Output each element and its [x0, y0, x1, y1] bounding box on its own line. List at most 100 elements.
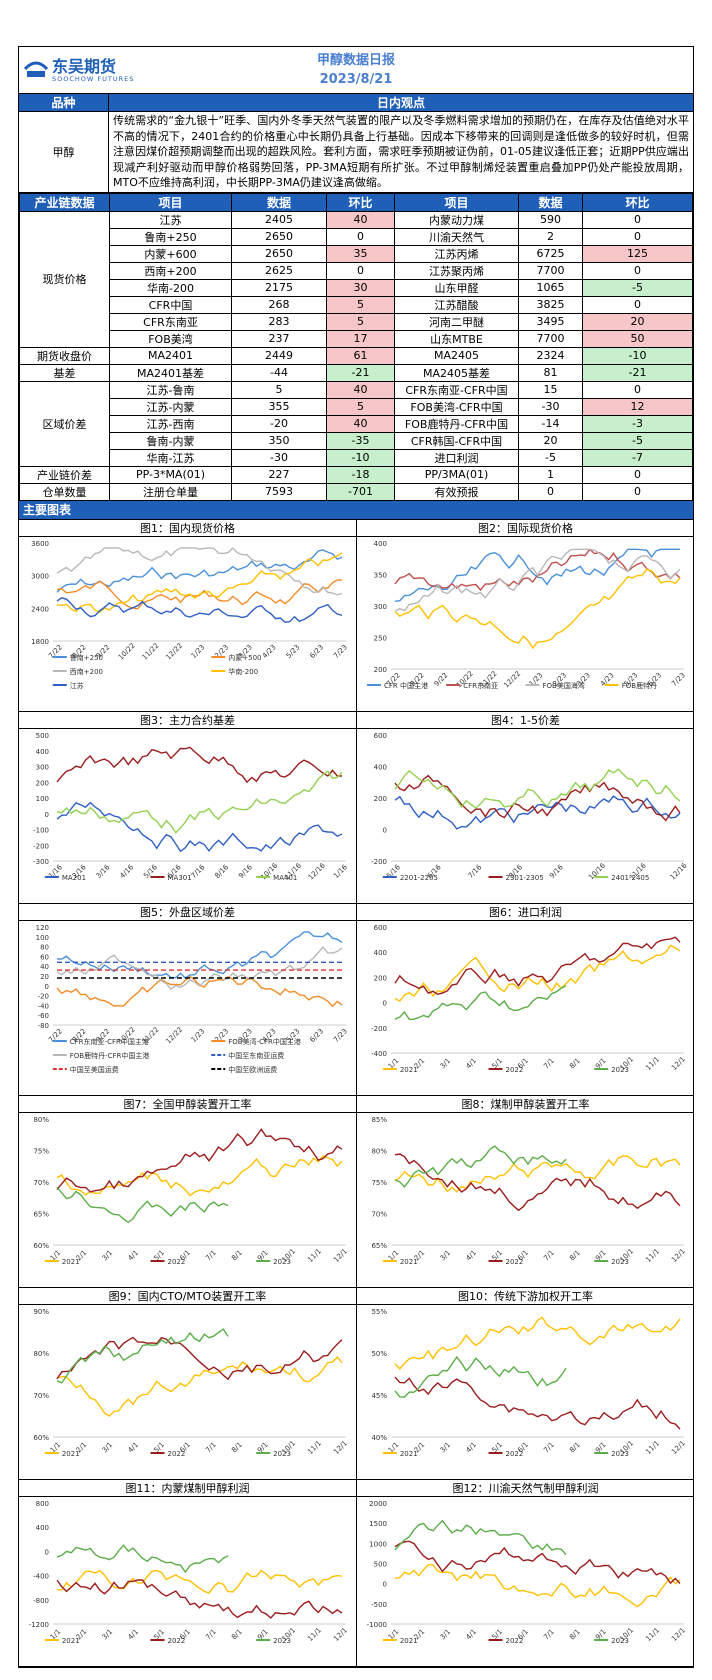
series-line	[56, 975, 343, 1007]
y-tick-label: 65%	[33, 1210, 49, 1218]
y-tick-label: 75%	[371, 1179, 387, 1187]
chart-plot: 90%80%70%60%1/1 2/1 3/1 4/1 5/1 6/1 7/1 8/1 9/1 1…	[33, 1308, 349, 1458]
x-tick-label: 12/1	[670, 1626, 687, 1643]
series-line	[394, 567, 681, 649]
item-change: 61	[326, 346, 395, 365]
x-tick-label: 12/16	[307, 861, 327, 881]
y-tick-label: 400	[36, 747, 49, 755]
table-row: 华南-江苏 -30 -10 进口利润 -5 -7	[20, 448, 693, 467]
y-tick-label: 500	[374, 1560, 387, 1568]
y-tick-label: 600	[374, 924, 387, 932]
legend-label: 2022	[168, 1637, 186, 1645]
item-value: 2625	[231, 261, 327, 280]
chart-title: 图5：外盘区域价差	[19, 904, 356, 921]
item-change: 5	[326, 312, 395, 331]
series-line	[394, 1315, 681, 1370]
item-change: 12	[582, 397, 693, 416]
item-name: CFR东南亚	[109, 312, 232, 331]
series-line	[56, 596, 343, 623]
item-change: -3	[582, 414, 693, 433]
item-name: 有效预报	[394, 482, 519, 501]
legend-label: CFR东南亚	[463, 681, 498, 690]
y-tick-label: -800	[33, 1596, 49, 1604]
table-row: 西南+200 2625 0 江苏聚丙烯 7700 0	[20, 261, 693, 280]
item-value: -44	[231, 363, 327, 382]
y-tick-label: 0	[383, 826, 387, 834]
legend-label: 2301-2305	[506, 874, 544, 882]
legend-label: 2023	[611, 1258, 629, 1266]
legend-label: 2021	[62, 1258, 80, 1266]
x-tick-label: 3/16	[95, 862, 112, 879]
x-tick-label: 3/1	[439, 1627, 453, 1641]
item-change: -21	[326, 363, 395, 382]
item-name: 江苏醋酸	[394, 295, 519, 314]
x-tick-label: 12/22	[502, 669, 522, 689]
x-tick-label: 12/1	[332, 1247, 349, 1264]
legend-label: 2022	[506, 1637, 524, 1645]
y-tick-label: 80%	[33, 1116, 49, 1124]
item-value: -30	[518, 397, 583, 416]
item-name: MA2401基差	[109, 363, 232, 382]
table-header-cell: 项目	[109, 192, 232, 212]
item-change: 0	[582, 210, 693, 229]
table-row: FOB美湾 237 17 山东MTBE 7700 50	[20, 329, 693, 348]
chart-cell: 图10：传统下游加权开工率 55% 50% 45% 40% 1/1 2/1 3/1 4/1 5/1…	[357, 1288, 694, 1480]
item-value: 227	[231, 465, 327, 484]
table-row: 鲁南-内蒙 350 -35 CFR韩国-CFR中国 20 -5	[20, 431, 693, 450]
series-line	[56, 1127, 343, 1193]
item-name: 内蒙动力煤	[394, 210, 519, 229]
table-row: 鲁南+250 2650 0 川渝天然气 2 0	[20, 227, 693, 246]
item-name: CFR韩国-CFR中国	[394, 431, 519, 450]
series-line	[56, 746, 343, 783]
chart-cell: 图2：国际现货价格 400 350 300 250 200 7/22 8/22 9/22 10/2…	[357, 520, 694, 712]
legend-label: 内蒙+500	[228, 653, 261, 662]
chart-title: 图1：国内现货价格	[19, 520, 356, 537]
x-tick-label: 7/23	[670, 671, 687, 688]
item-change: -5	[582, 431, 693, 450]
y-tick-label: -80	[38, 1022, 49, 1030]
item-value: 0	[518, 482, 583, 501]
y-tick-label: -300	[33, 858, 49, 866]
legend-label: 2021	[400, 1258, 418, 1266]
x-tick-label: 11/22	[141, 641, 161, 661]
legend-label: 2022	[506, 1450, 524, 1458]
table-row: 基差 MA2401基差 -44 -21 MA2405基差 81 -21	[19, 363, 693, 382]
item-value: 350	[231, 431, 327, 450]
item-value: 7700	[518, 329, 583, 348]
group-label: 产业链价差	[19, 465, 110, 484]
x-tick-label: 4/16	[118, 862, 135, 879]
charts-grid: 图1：国内现货价格 3600 3000 2400 1800 7/22 8/22 9/22 10/…	[19, 519, 694, 1667]
chart-plot: 80%75%70%65%60%1/1 2/1 3/1 4/1 5/1 6/1 7/1 8/1 9…	[33, 1116, 349, 1266]
y-tick-label: 300	[374, 603, 387, 611]
industry-data-table: 产业链数据 项目 数据 环比 项目 数据 环比 现货价格 江苏 2405 40 内蒙动力煤 590 0 鲁南…	[19, 192, 693, 501]
legend-label: 2022	[168, 1450, 186, 1458]
item-value: -30	[231, 448, 327, 467]
item-change: -35	[326, 431, 395, 450]
series-line	[56, 1355, 343, 1417]
x-tick-label: 11/1	[644, 1247, 661, 1264]
y-tick-label: 1500	[369, 1520, 387, 1528]
y-tick-label: 300	[36, 763, 49, 771]
item-change: 5	[326, 397, 395, 416]
x-tick-label: 3/1	[439, 1056, 453, 1070]
report-page: 东吴期货 SOOCHOW FUTURES 甲醇数据日报 2023/8/21 品种…	[18, 46, 694, 1668]
x-tick-label: 1/23	[190, 643, 207, 660]
series-line	[56, 1543, 229, 1573]
item-name: 注册仓单量	[109, 482, 232, 501]
legend-label: 华南-200	[228, 667, 258, 676]
x-tick-label: 7/1	[204, 1248, 218, 1262]
chart-cell: 图8：煤制甲醇装置开工率 85% 80% 75% 70% 65% 1/1 2/1 3/1 4/1 5…	[357, 1096, 694, 1288]
chart-title: 图12：川渝天然气制甲醇利润	[357, 1480, 694, 1497]
item-change: -701	[326, 482, 395, 501]
series-line	[56, 548, 343, 593]
item-change: -18	[326, 465, 395, 484]
charts-section-title: 主要图表	[19, 500, 693, 520]
y-tick-label: 40	[40, 963, 49, 971]
legend-label: MA401	[273, 874, 297, 882]
item-value: 1	[518, 465, 583, 484]
logo-english: SOOCHOW FUTURES	[52, 74, 135, 83]
y-tick-label: 40%	[371, 1434, 387, 1442]
table-row: 期货收盘价 MA2401 2449 61 MA2405 2324 -10	[19, 346, 693, 365]
